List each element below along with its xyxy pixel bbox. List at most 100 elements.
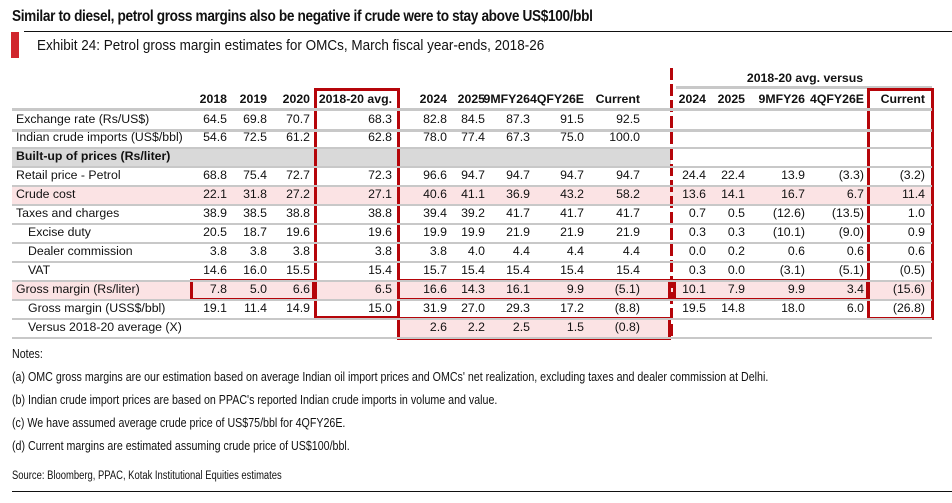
notes: Notes: (a) OMC gross margins are our est… bbox=[12, 342, 768, 457]
source-line: Source: Bloomberg, PPAC, Kotak Instituti… bbox=[12, 470, 282, 482]
cell-vs-9mfy26: (12.6) bbox=[772, 206, 805, 220]
cell-4qfy26e: 15.4 bbox=[560, 263, 584, 277]
row-label: Dealer commission bbox=[28, 244, 133, 258]
cell-2019: 31.8 bbox=[243, 187, 267, 201]
cell-2024: 39.4 bbox=[423, 206, 447, 220]
exhibit-title: Petrol gross margin estimates for OMCs, … bbox=[103, 37, 545, 54]
cell-vs-current: (3.2) bbox=[899, 168, 925, 182]
cell-9mfy26: 2.5 bbox=[512, 320, 530, 334]
cell-2019: 75.4 bbox=[243, 168, 267, 182]
row-label: Exchange rate (Rs/US$) bbox=[16, 112, 150, 126]
row-rule bbox=[12, 261, 932, 263]
cell-vs-2025: 14.8 bbox=[721, 301, 745, 315]
table-row: Indian crude imports (US$/bbl) 54.6 72.5 61… bbox=[12, 128, 932, 147]
cell-vs-current: (0.5) bbox=[899, 263, 925, 277]
table-row: Built-up of prices (Rs/liter) bbox=[12, 147, 932, 166]
cell-2025: 77.4 bbox=[461, 130, 485, 144]
cell-4qfy26e: 75.0 bbox=[560, 130, 584, 144]
cell-vs-2025: 14.1 bbox=[721, 187, 745, 201]
cell-2018: 68.8 bbox=[203, 168, 227, 182]
cell-2020: 15.5 bbox=[286, 263, 310, 277]
cell-avg-2018-20: 72.3 bbox=[368, 168, 392, 182]
cell-current: 15.4 bbox=[616, 263, 640, 277]
cell-vs-4qfy26e: 3.4 bbox=[846, 282, 864, 296]
group-header-rule bbox=[676, 86, 932, 89]
cell-2020: 6.6 bbox=[292, 282, 310, 296]
cell-vs-2025: 22.4 bbox=[721, 168, 745, 182]
cell-2018: 3.8 bbox=[209, 244, 227, 258]
cell-vs-9mfy26: 13.9 bbox=[781, 168, 805, 182]
cell-vs-4qfy26e: 0.6 bbox=[846, 244, 864, 258]
cell-avg-2018-20: 62.8 bbox=[368, 130, 392, 144]
cell-2024: 82.8 bbox=[423, 112, 447, 126]
cell-2018: 38.9 bbox=[203, 206, 227, 220]
note-item: (c) We have assumed average crude price … bbox=[12, 415, 346, 430]
cell-vs-current: 0.6 bbox=[907, 244, 925, 258]
cell-4qfy26e: 4.4 bbox=[566, 244, 584, 258]
row-rule bbox=[12, 223, 932, 225]
cell-current: 21.9 bbox=[616, 225, 640, 239]
headline: Similar to diesel, petrol gross margins … bbox=[12, 8, 593, 25]
row-rule bbox=[12, 166, 932, 168]
cell-2019: 69.8 bbox=[243, 112, 267, 126]
cell-2018: 7.8 bbox=[209, 282, 227, 296]
cell-vs-2025: 0.5 bbox=[727, 206, 745, 220]
cell-4qfy26e: 94.7 bbox=[560, 168, 584, 182]
cell-4qfy26e: 17.2 bbox=[560, 301, 584, 315]
cell-current: 58.2 bbox=[616, 187, 640, 201]
cell-2025: 27.0 bbox=[461, 301, 485, 315]
row-rule bbox=[12, 204, 932, 206]
row-rule bbox=[12, 242, 932, 244]
table-row: Exchange rate (Rs/US$) 64.5 69.8 70.7 68.3 82… bbox=[12, 110, 932, 129]
cell-2020: 27.2 bbox=[286, 187, 310, 201]
exhibit-marker bbox=[11, 32, 19, 58]
cell-9mfy26: 41.7 bbox=[506, 206, 530, 220]
row-label: Crude cost bbox=[16, 187, 76, 201]
cell-2020: 38.8 bbox=[286, 206, 310, 220]
cell-4qfy26e: 41.7 bbox=[560, 206, 584, 220]
column-header-2024: 2024 bbox=[419, 92, 447, 106]
cell-vs-2024: 24.4 bbox=[682, 168, 706, 182]
column-header-vs-4qfy26e: 4QFY26E bbox=[810, 92, 864, 106]
cell-2019: 3.8 bbox=[249, 244, 267, 258]
cell-2020: 19.6 bbox=[286, 225, 310, 239]
cell-current: 100.0 bbox=[609, 130, 640, 144]
cell-vs-9mfy26: 0.6 bbox=[787, 244, 805, 258]
cell-2018: 54.6 bbox=[203, 130, 227, 144]
cell-2019: 16.0 bbox=[243, 263, 267, 277]
cell-9mfy26: 67.3 bbox=[506, 130, 530, 144]
row-label: Retail price - Petrol bbox=[16, 168, 121, 182]
cell-vs-9mfy26: 18.0 bbox=[781, 301, 805, 315]
cell-vs-current: 0.9 bbox=[907, 225, 925, 239]
column-header-9mfy26: 9MFY26 bbox=[483, 92, 530, 106]
row-label: Gross margin (USS$/bbl) bbox=[28, 301, 166, 315]
cell-avg-2018-20: 6.5 bbox=[374, 282, 392, 296]
cell-vs-current: 1.0 bbox=[907, 206, 925, 220]
cell-2020: 70.7 bbox=[286, 112, 310, 126]
table-row: Excise duty 20.5 18.7 19.6 19.6 19.9 19.9 21.9 2… bbox=[12, 223, 932, 242]
cell-vs-2024: 0.0 bbox=[688, 244, 706, 258]
note-item: (d) Current margins are estimated assumi… bbox=[12, 438, 350, 453]
notes-heading: Notes: bbox=[12, 346, 43, 361]
column-header-vs-current: Current bbox=[880, 92, 925, 106]
cell-vs-2024: 13.6 bbox=[682, 187, 706, 201]
cell-9mfy26: 94.7 bbox=[506, 168, 530, 182]
cell-2024: 96.6 bbox=[423, 168, 447, 182]
cell-current: 4.4 bbox=[622, 244, 640, 258]
cell-vs-2024: 0.3 bbox=[688, 225, 706, 239]
cell-2025: 19.9 bbox=[461, 225, 485, 239]
cell-2019: 11.4 bbox=[243, 301, 267, 315]
cell-vs-current: (26.8) bbox=[892, 301, 925, 315]
cell-vs-9mfy26: (10.1) bbox=[772, 225, 805, 239]
group-header-vs-avg: 2018-20 avg. versus bbox=[746, 71, 864, 85]
row-label: Taxes and charges bbox=[16, 206, 120, 220]
column-header-vs-2025: 2025 bbox=[717, 92, 745, 106]
cell-2019: 5.0 bbox=[249, 282, 267, 296]
cell-2025: 4.0 bbox=[467, 244, 485, 258]
column-header-current: Current bbox=[595, 92, 640, 106]
margin-table: 2018-20 avg. versus 2018 2019 2020 2018-20 … bbox=[12, 68, 934, 340]
cell-2020: 72.7 bbox=[286, 168, 310, 182]
cell-9mfy26: 16.1 bbox=[506, 282, 530, 296]
cell-vs-2025: 7.9 bbox=[727, 282, 745, 296]
cell-2024: 15.7 bbox=[423, 263, 447, 277]
